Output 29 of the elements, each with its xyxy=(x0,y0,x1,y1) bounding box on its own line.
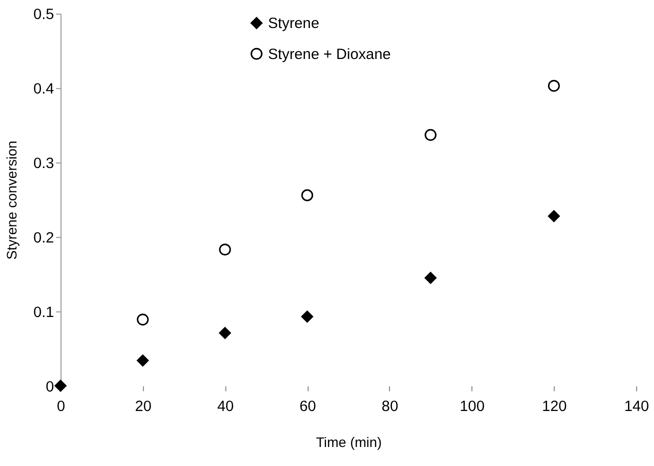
point xyxy=(136,354,149,366)
y-axis-title: Styrene conversion xyxy=(4,140,20,260)
point xyxy=(424,272,437,284)
x-tick-label: 140 xyxy=(624,399,650,416)
point xyxy=(219,327,231,339)
x-tick-label: 40 xyxy=(217,399,234,416)
point xyxy=(54,380,66,392)
x-tick-label: 120 xyxy=(542,399,567,416)
x-axis-title: Time (min) xyxy=(316,434,382,450)
point xyxy=(424,129,437,141)
point xyxy=(548,80,560,92)
y-tick-label: 0 xyxy=(46,379,54,396)
legend-label: Styrene xyxy=(268,16,320,32)
point xyxy=(219,244,231,256)
x-tick-label: 0 xyxy=(56,399,66,416)
x-tick-label: 80 xyxy=(382,399,398,416)
point xyxy=(301,189,314,202)
y-tick-label: 0.4 xyxy=(33,82,54,98)
y-tick-label: 0.2 xyxy=(33,230,54,246)
point xyxy=(301,310,314,323)
y-tick-label: 0.3 xyxy=(33,156,54,172)
legend-label: Styrene + Dioxane xyxy=(268,46,391,63)
point xyxy=(136,314,149,326)
x-tick-label: 100 xyxy=(460,399,485,416)
y-tick-label: 0.1 xyxy=(33,304,54,321)
y-tick-label: 0.5 xyxy=(33,7,54,24)
x-tick-label: 60 xyxy=(299,399,316,416)
x-tick-label: 20 xyxy=(134,399,152,416)
point xyxy=(548,210,560,222)
